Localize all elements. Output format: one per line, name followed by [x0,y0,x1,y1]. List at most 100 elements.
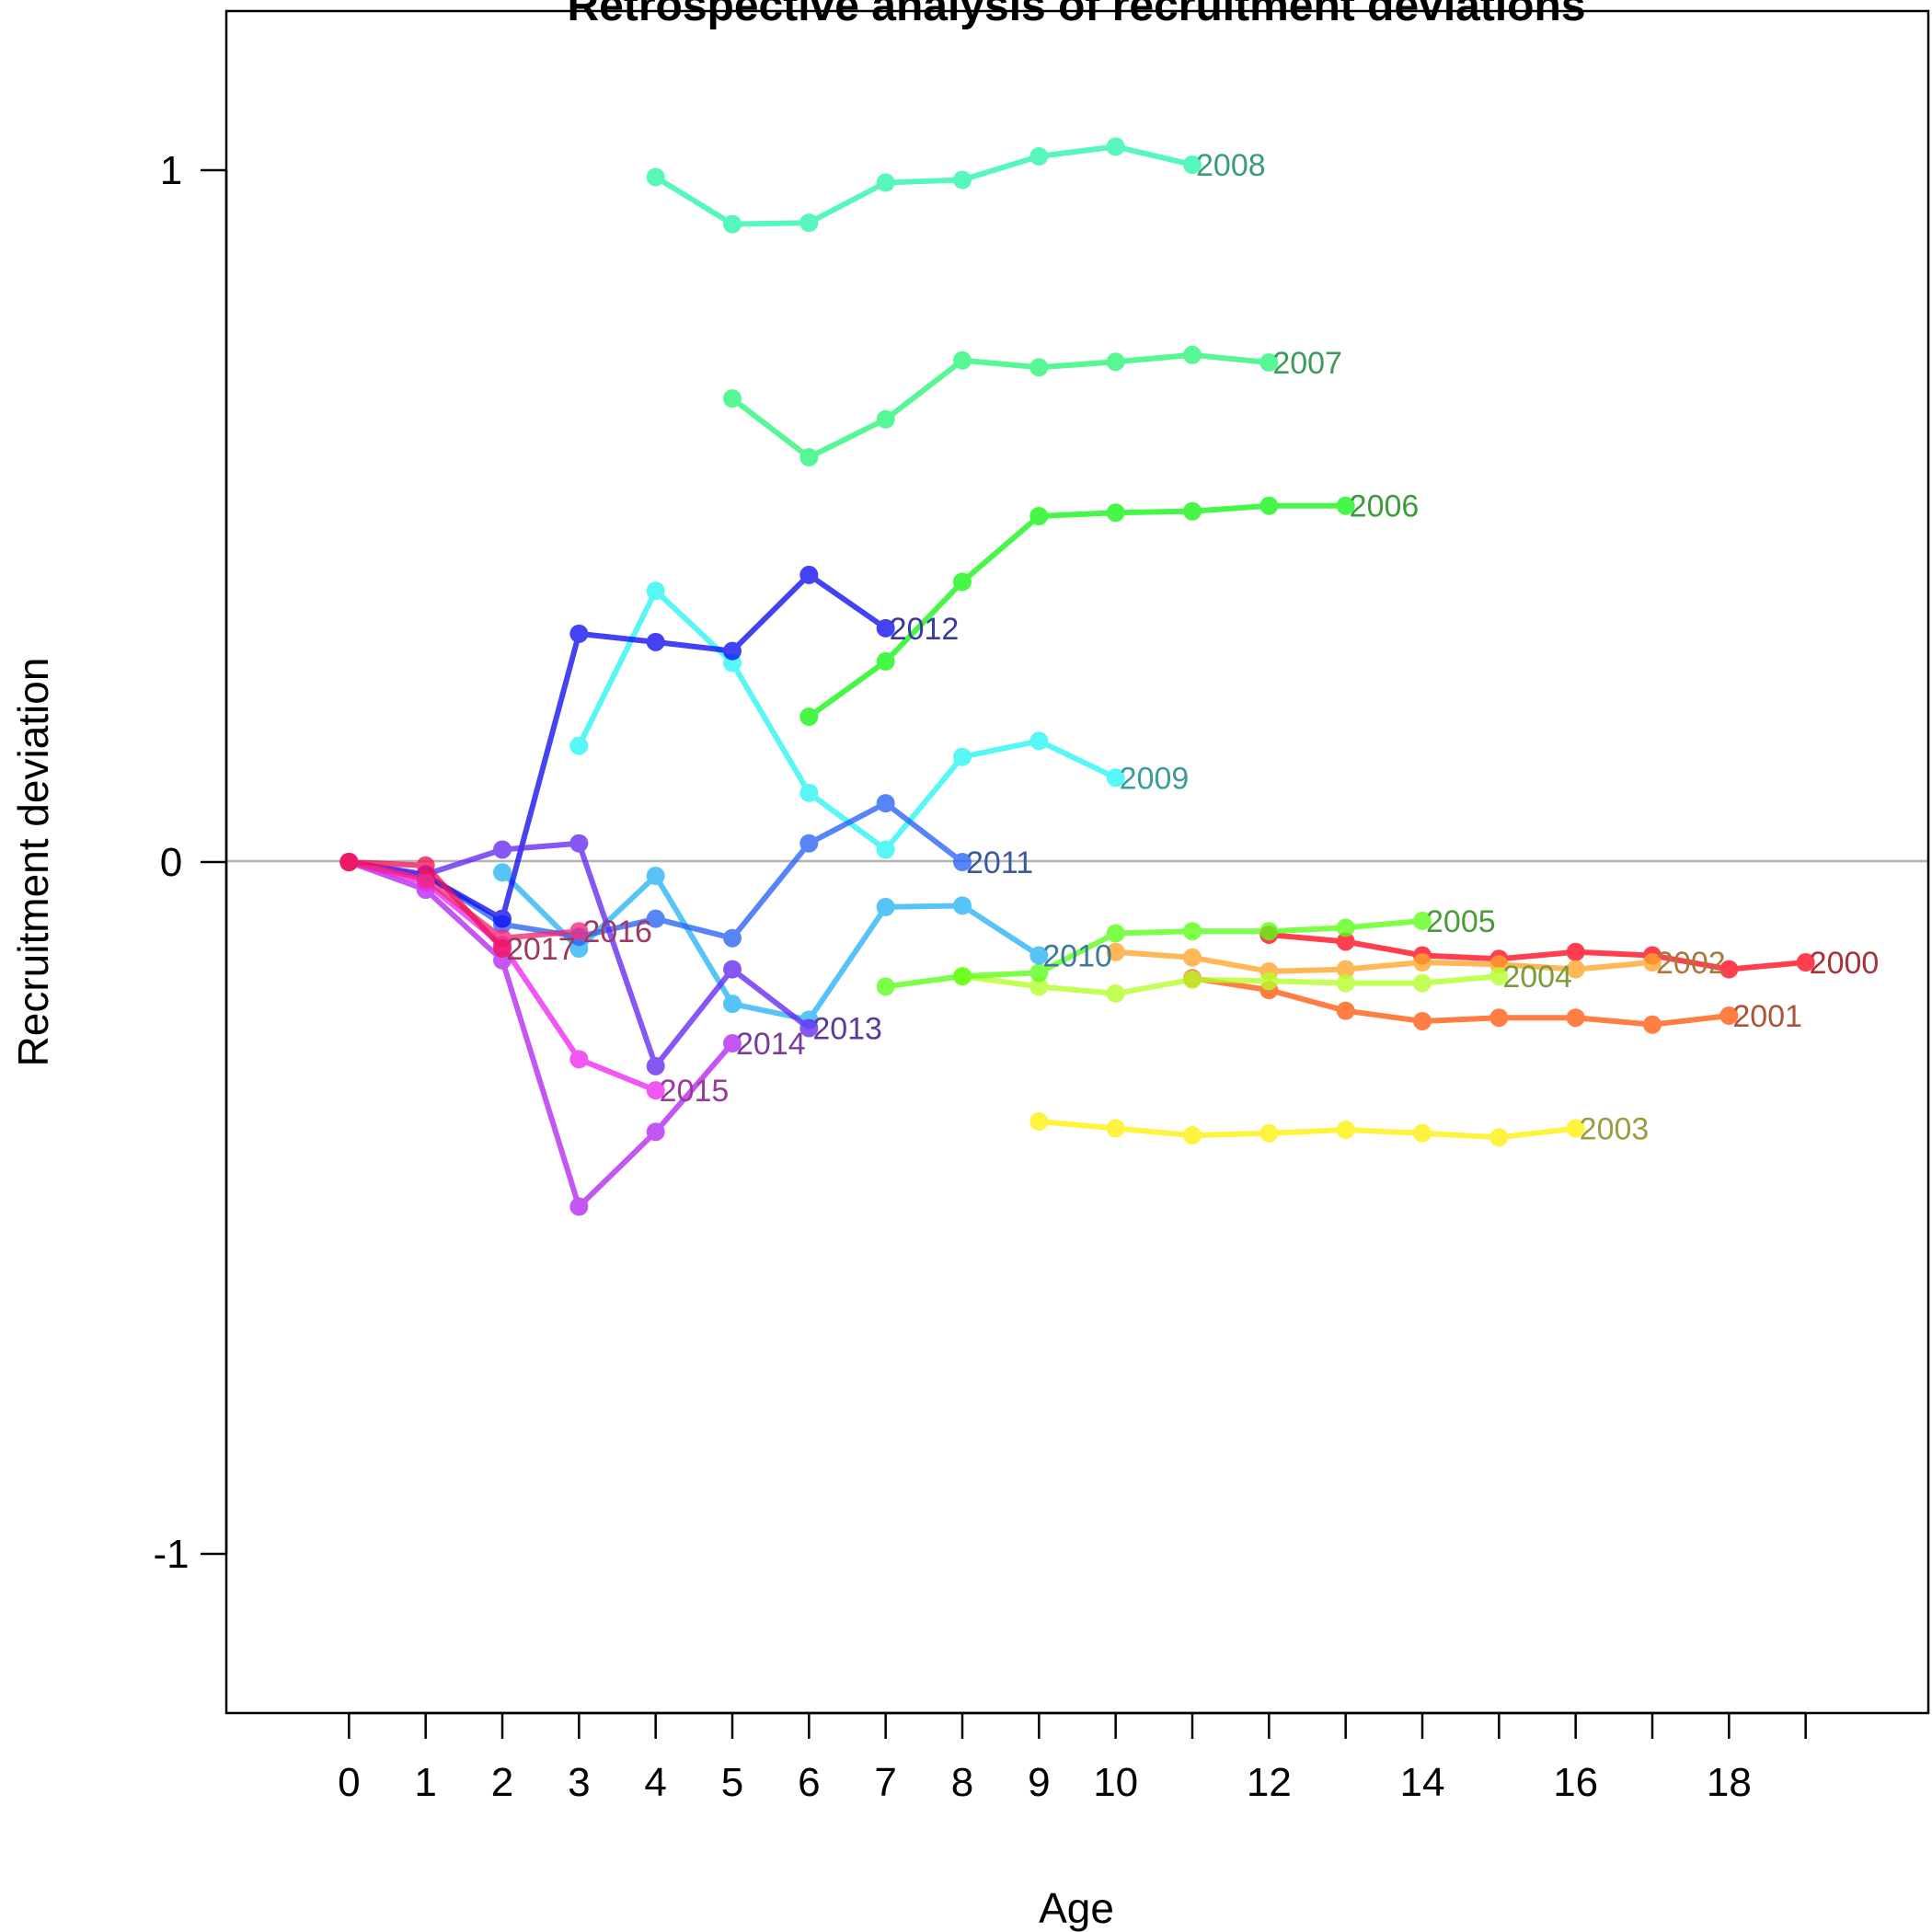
x-tick-label: 2 [491,1760,513,1805]
data-point [799,707,819,727]
data-point [1336,1001,1355,1020]
data-point [1029,977,1049,996]
data-point [1183,948,1202,967]
data-point [1029,731,1049,751]
data-point [876,897,895,916]
series-label: 2016 [582,914,652,949]
data-point [1183,1126,1202,1145]
data-point [953,967,972,986]
data-point [493,863,512,882]
series-label: 2009 [1120,761,1190,796]
data-point [1106,942,1125,961]
data-point [723,1034,742,1053]
data-point [569,1050,589,1069]
series-line [961,973,1500,996]
data-point [339,853,359,871]
data-point [1413,911,1432,930]
x-tick-label: 7 [874,1760,896,1805]
series-line [348,859,735,1210]
series-label: 2006 [1350,489,1420,524]
data-point [1336,1121,1355,1140]
data-point [953,896,972,915]
data-point [953,853,972,871]
series-2009 [569,581,1125,859]
data-point [1413,1011,1432,1030]
x-tick-label: 16 [1553,1760,1598,1805]
series-2007 [723,345,1279,467]
series-line [1191,975,1730,1028]
series-2017 [339,853,512,959]
series-label: 2000 [1810,946,1880,981]
data-point [799,565,819,584]
data-point [1259,353,1279,373]
data-point [646,1056,665,1075]
x-tick-label: 5 [721,1760,743,1805]
data-point [1336,932,1355,951]
series-group [339,137,1815,1216]
y-axis-title: Recruitment deviation [9,658,57,1067]
data-point [1106,503,1125,523]
series-line [348,859,657,1093]
series-2004 [953,967,1509,1003]
data-point [1029,506,1049,525]
data-point [1029,946,1049,965]
data-point [1566,942,1585,961]
data-point [1489,1008,1509,1028]
data-point [799,1018,819,1038]
data-point [799,448,819,467]
data-point [1643,953,1662,972]
series-line [424,800,964,941]
data-point [1106,768,1125,788]
data-point [953,572,972,592]
data-point [493,840,512,859]
data-point [1029,146,1049,166]
data-point [1029,1112,1049,1132]
x-tick-label: 3 [568,1760,590,1805]
data-point [876,173,895,192]
series-label: 2002 [1656,946,1726,981]
data-point [1489,1128,1509,1147]
series-label: 2010 [1042,939,1112,974]
data-point [876,794,895,813]
data-point [1183,922,1202,941]
data-point [876,618,895,638]
data-point [876,840,895,859]
series-2008 [646,137,1202,234]
data-point [646,1081,665,1100]
series-line [730,351,1270,461]
chart-title: Retrospective analysis of recruitment de… [567,0,1585,30]
data-point [1413,973,1432,993]
data-point [569,922,589,941]
series-2001 [1183,969,1739,1034]
data-point [1566,960,1585,979]
data-point [1183,501,1202,521]
data-point [799,213,819,233]
data-point [646,1122,665,1142]
y-axis: -1 0 1 [153,148,228,1577]
data-point [723,641,742,661]
data-point [723,960,742,979]
data-point [953,170,972,190]
data-point [1106,924,1125,943]
data-point [1413,953,1432,972]
series-label: 2011 [966,845,1033,880]
y-tick-label: 0 [160,840,182,885]
data-point [646,632,665,651]
data-point [569,736,589,755]
data-point [799,783,819,802]
data-point [876,977,895,996]
x-tick-label: 8 [951,1760,973,1805]
data-point [1183,970,1202,989]
data-point [799,834,819,853]
series-label: 2008 [1196,148,1266,183]
data-point [1336,973,1355,993]
data-point [416,856,435,875]
data-point [416,869,435,889]
series-label: 2012 [890,612,960,647]
x-tick-label: 1 [414,1760,436,1805]
x-tick-label: 9 [1028,1760,1050,1805]
x-tick-label: 0 [338,1760,360,1805]
x-tick-label: 4 [644,1760,666,1805]
